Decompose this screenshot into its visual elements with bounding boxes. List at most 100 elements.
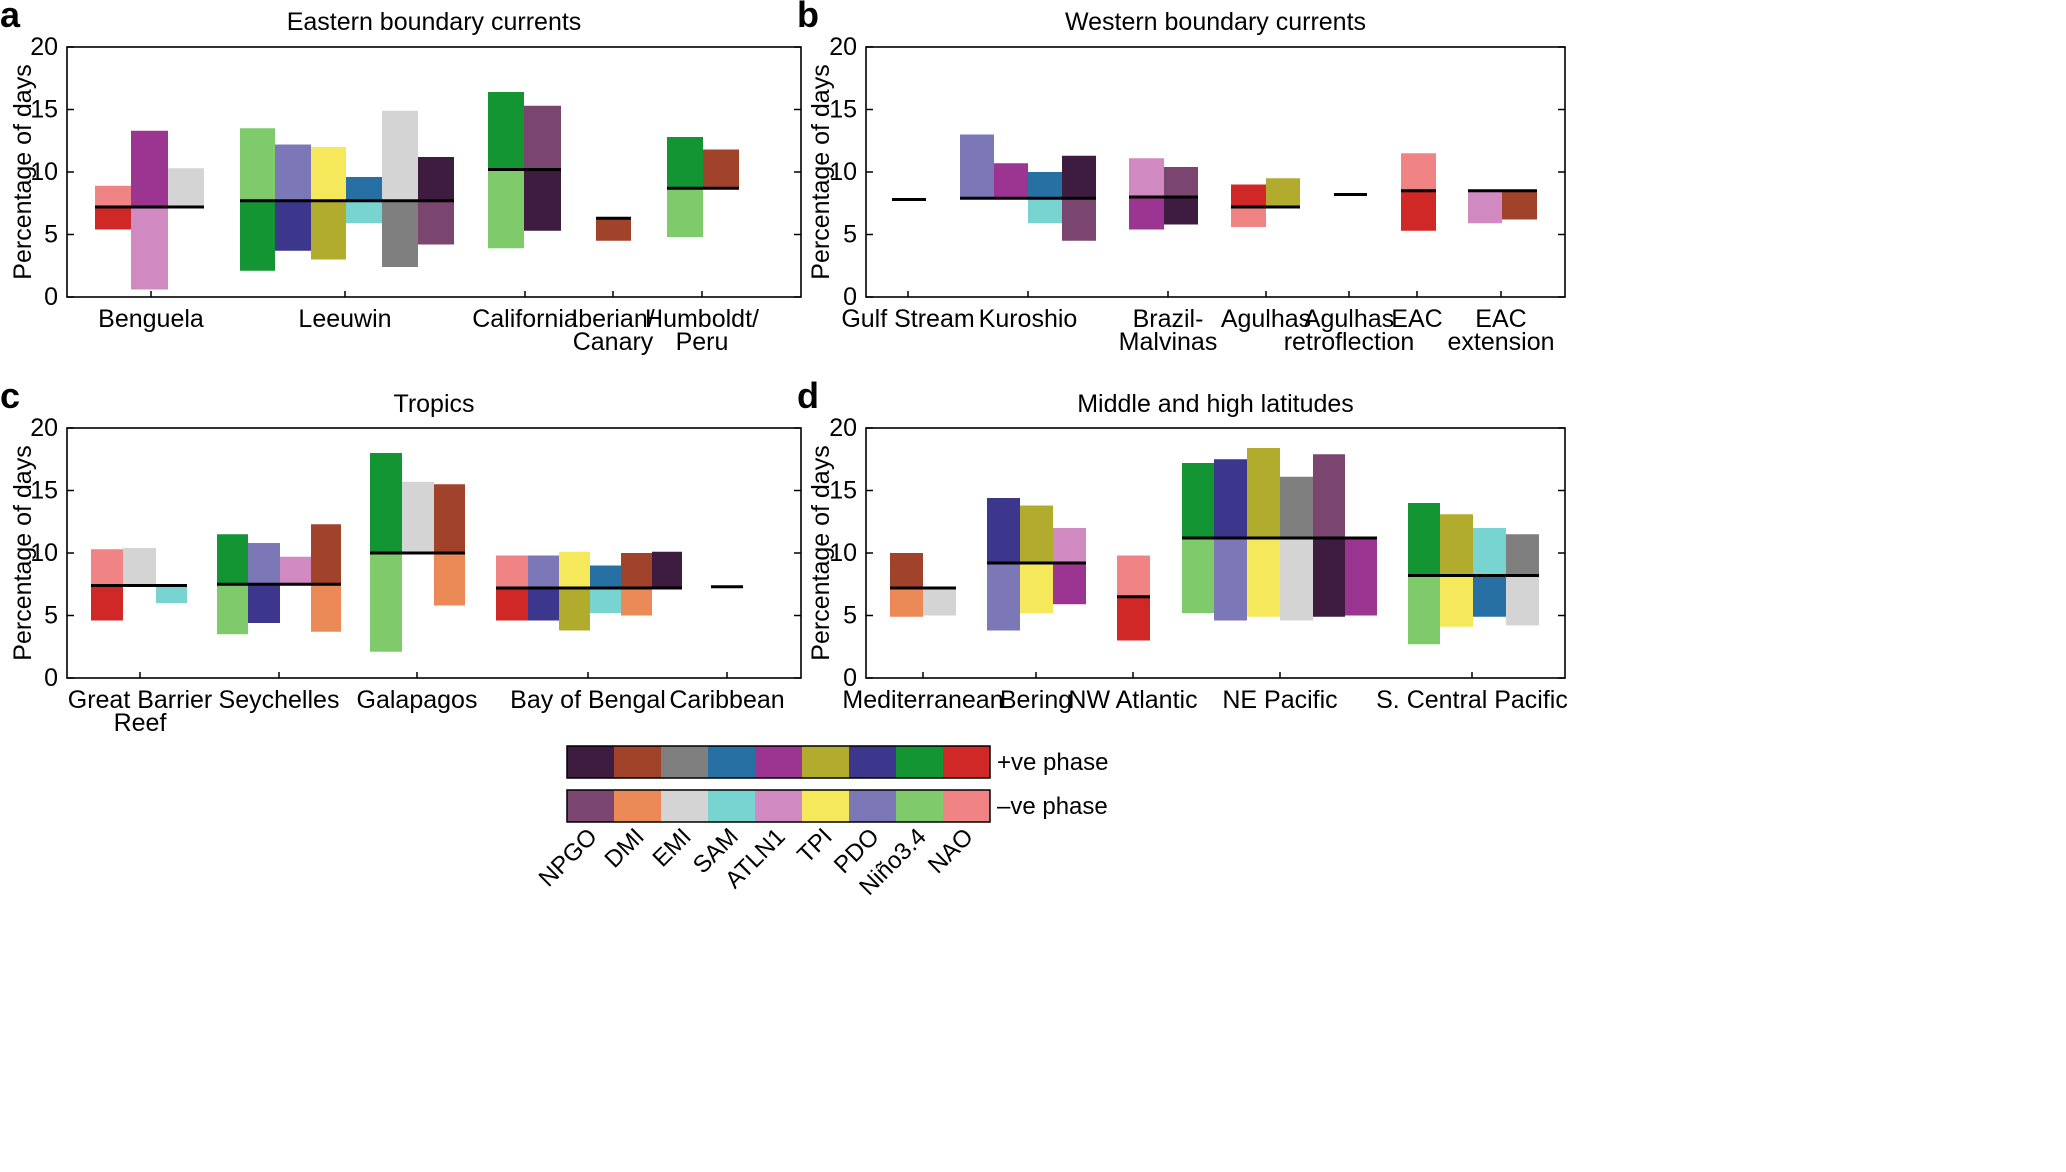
bar-atln1-neg [280,556,311,585]
category-label: Humboldt/ [645,305,759,333]
category-label: Galapagos [357,686,478,714]
bar-dmi-pos [890,553,923,588]
category-label: Bay of Bengal [510,686,666,714]
bar-atln1-pos [1129,197,1164,230]
y-tick-label: 10 [829,539,857,567]
bar-nino34-pos [240,200,275,271]
bar-nao-pos [1401,190,1436,231]
bar-emi-neg [382,110,418,201]
category-label: NE Pacific [1222,686,1337,714]
bar-sam-pos [1028,172,1062,199]
category-label: Malvinas [1119,328,1218,356]
legend-swatch-atln1-pos [755,746,802,778]
y-axis-label: Percentage of days [807,445,835,660]
bar-tpi-neg [1020,563,1053,613]
legend-swatch-tpi-pos [802,746,849,778]
bar-nino34-neg [1182,538,1214,613]
legend-swatch-npgo-neg [567,790,614,822]
legend-swatch-emi-neg [661,790,708,822]
panel-label: d [797,375,819,416]
bar-sam-neg [346,200,382,224]
category-label: Benguela [98,305,204,333]
bar-pdo-neg [528,555,559,588]
bar-nino34-neg [1408,575,1440,645]
y-tick-label: 5 [44,602,58,630]
bar-emi-neg [402,481,434,553]
legend-swatch-nao-neg [943,790,990,822]
bar-pdo-pos [275,200,311,251]
category-label: Peru [676,328,729,356]
bar-npgo-pos [1062,155,1096,199]
bar-npgo-pos [652,551,682,588]
bar-dmi-pos [311,524,341,585]
y-tick-label: 10 [829,158,857,186]
bar-nino34-neg [217,584,248,635]
bar-sam-pos [590,565,621,588]
bar-nao-neg [1231,207,1266,227]
legend-swatch-nino34-neg [896,790,943,822]
bar-dmi-neg [434,553,465,606]
legend-swatch-atln1-neg [755,790,802,822]
bar-nino34-pos [488,92,524,170]
legend-swatch-pdo-neg [849,790,896,822]
legend-negative-label: –ve phase [997,793,1108,820]
bar-dmi-neg [311,584,341,632]
category-label: Mediterranean [842,686,1003,714]
bar-npgo-neg [1313,454,1345,538]
bar-dmi-neg [621,588,652,616]
bar-nao-pos [1117,596,1150,641]
legend-index-label: EMI [647,823,696,872]
bar-tpi-pos [1020,505,1053,563]
y-tick-label: 15 [829,477,857,505]
legend-swatch-dmi-neg [614,790,661,822]
bar-nino34-pos [370,453,402,553]
bar-nao-neg [91,549,123,586]
legend-swatch-sam-pos [708,746,755,778]
bar-nino34-pos [667,137,703,189]
legend-swatch-dmi-pos [614,746,661,778]
panel-title: Middle and high latitudes [1077,390,1354,418]
bar-dmi-pos [703,149,739,189]
category-label: EAC [1391,305,1442,333]
bar-npgo-neg [1062,198,1096,241]
bar-nao-pos [91,585,123,621]
y-tick-label: 5 [843,221,857,249]
y-tick-label: 20 [829,33,857,61]
y-tick-label: 15 [30,96,58,124]
bar-nino34-neg [370,553,402,652]
category-label: Canary [573,328,654,356]
y-tick-label: 15 [30,477,58,505]
panel-label: b [797,0,819,35]
bar-npgo-pos [524,169,561,231]
y-tick-label: 10 [30,158,58,186]
bar-npgo-pos [1313,538,1345,617]
legend-swatch-sam-neg [708,790,755,822]
bar-emi-pos [1280,476,1313,538]
bar-emi-neg [1280,538,1313,621]
bar-npgo-pos [418,157,454,201]
bar-nao-neg [95,185,131,207]
y-tick-label: 0 [44,283,58,311]
y-axis-label: Percentage of days [9,64,37,279]
bar-pdo-neg [987,563,1020,631]
bar-nino34-pos [217,534,248,585]
y-tick-label: 5 [44,221,58,249]
category-label: EAC [1475,305,1526,333]
y-tick-label: 15 [829,96,857,124]
bar-dmi-pos [621,553,652,588]
bar-npgo-neg [1164,167,1198,197]
category-label: Seychelles [219,686,340,714]
bar-npgo-neg [524,105,561,170]
bar-nao-pos [496,588,528,621]
panel-b: b Western boundary currents Gulf Stream Kur… [797,0,1566,356]
bar-dmi-neg [890,588,923,617]
bar-atln1-pos [1053,563,1086,605]
bar-atln1-neg [1129,158,1164,197]
y-axis-label: Percentage of days [9,445,37,660]
bar-dmi-pos [596,218,631,241]
bar-pdo-neg [248,543,280,585]
y-tick-label: 5 [843,602,857,630]
bar-dmi-pos [1502,190,1537,220]
